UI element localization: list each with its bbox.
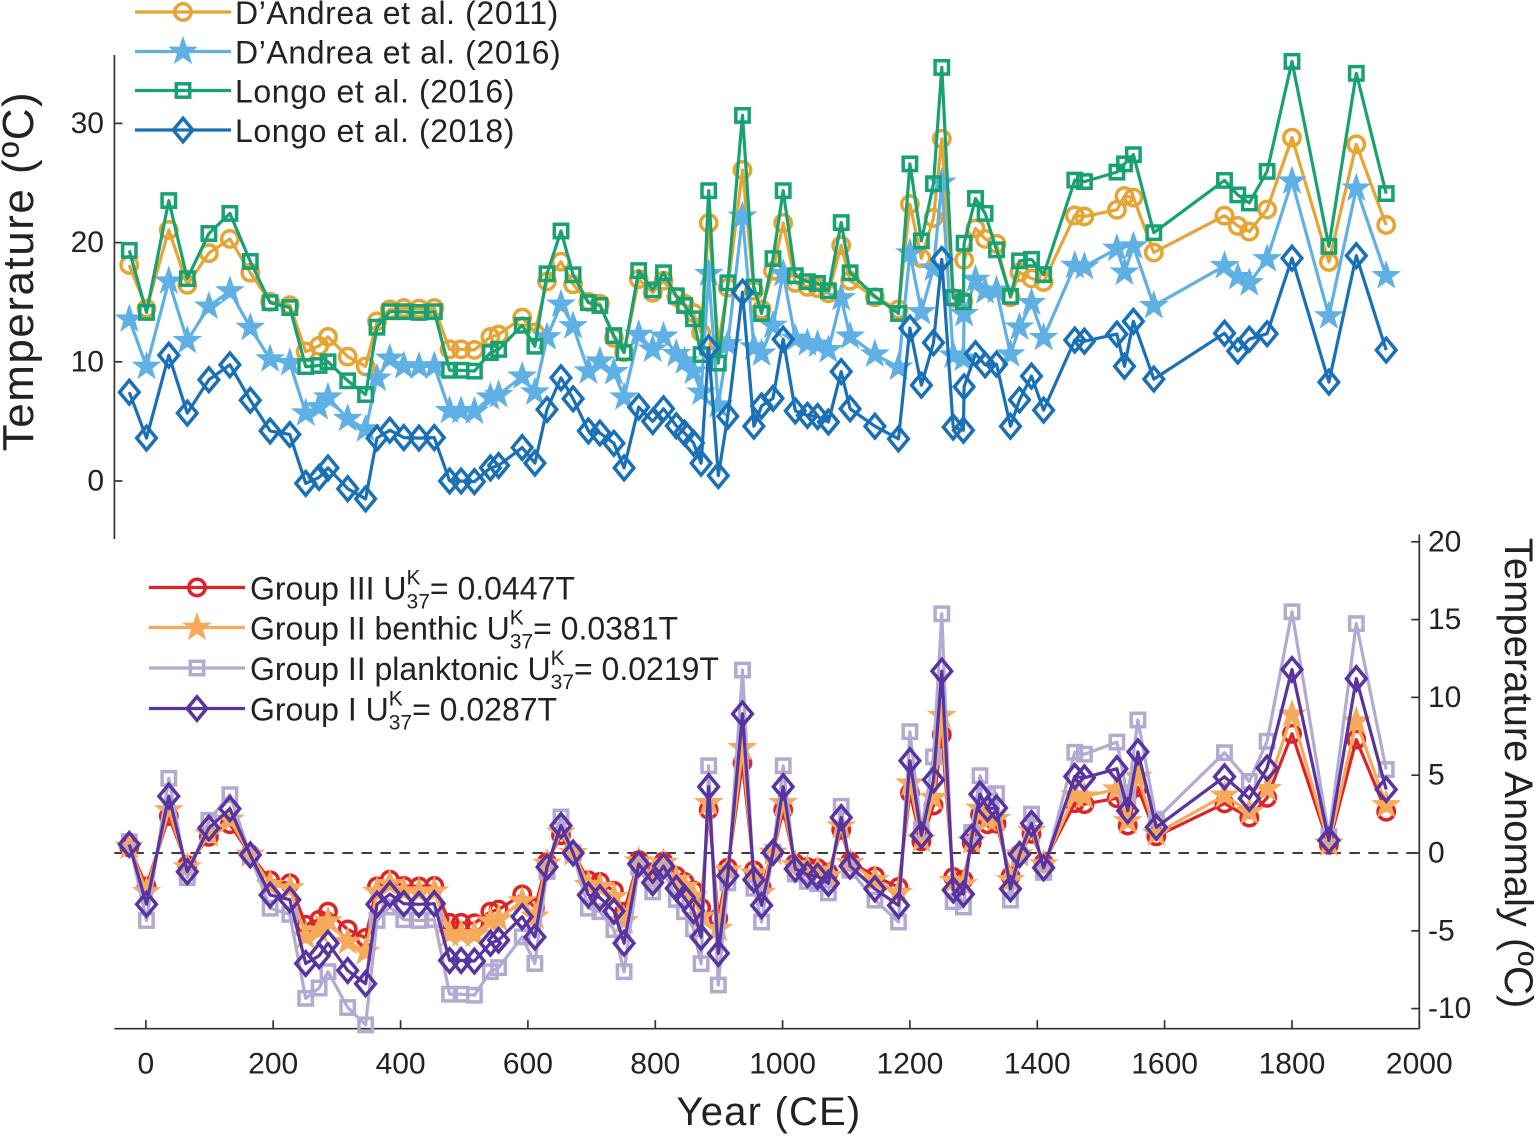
svg-text:20: 20 xyxy=(1428,525,1461,558)
svg-text:400: 400 xyxy=(376,1048,426,1081)
svg-text:0: 0 xyxy=(1428,837,1445,870)
svg-text:D’Andrea et al. (2011): D’Andrea et al. (2011) xyxy=(235,0,559,31)
svg-text:5: 5 xyxy=(1428,759,1445,792)
svg-text:Temperature (ºC): Temperature (ºC) xyxy=(0,91,43,451)
svg-text:1000: 1000 xyxy=(749,1048,816,1081)
svg-text:10: 10 xyxy=(71,345,104,378)
svg-text:15: 15 xyxy=(1428,603,1461,636)
svg-text:0: 0 xyxy=(138,1048,155,1081)
svg-text:Longo et al. (2018): Longo et al. (2018) xyxy=(235,113,515,149)
svg-text:D’Andrea et al. (2016): D’Andrea et al. (2016) xyxy=(235,35,561,71)
svg-text:-10: -10 xyxy=(1428,992,1471,1025)
svg-text:20: 20 xyxy=(71,226,104,259)
svg-text:200: 200 xyxy=(248,1048,298,1081)
svg-text:-5: -5 xyxy=(1428,914,1455,947)
svg-text:1600: 1600 xyxy=(1131,1048,1198,1081)
svg-text:Temperature Anomaly (ºC): Temperature Anomaly (ºC) xyxy=(1496,538,1537,1008)
svg-text:800: 800 xyxy=(630,1048,680,1081)
svg-text:600: 600 xyxy=(503,1048,553,1081)
svg-text:1200: 1200 xyxy=(877,1048,944,1081)
svg-text:1800: 1800 xyxy=(1259,1048,1326,1081)
svg-text:1400: 1400 xyxy=(1004,1048,1071,1081)
svg-text:10: 10 xyxy=(1428,681,1461,714)
svg-text:0: 0 xyxy=(87,465,104,498)
svg-text:30: 30 xyxy=(71,107,104,140)
svg-text:Year (CE): Year (CE) xyxy=(677,1090,862,1134)
svg-text:2000: 2000 xyxy=(1386,1048,1453,1081)
svg-text:Longo et al. (2016): Longo et al. (2016) xyxy=(235,74,515,110)
